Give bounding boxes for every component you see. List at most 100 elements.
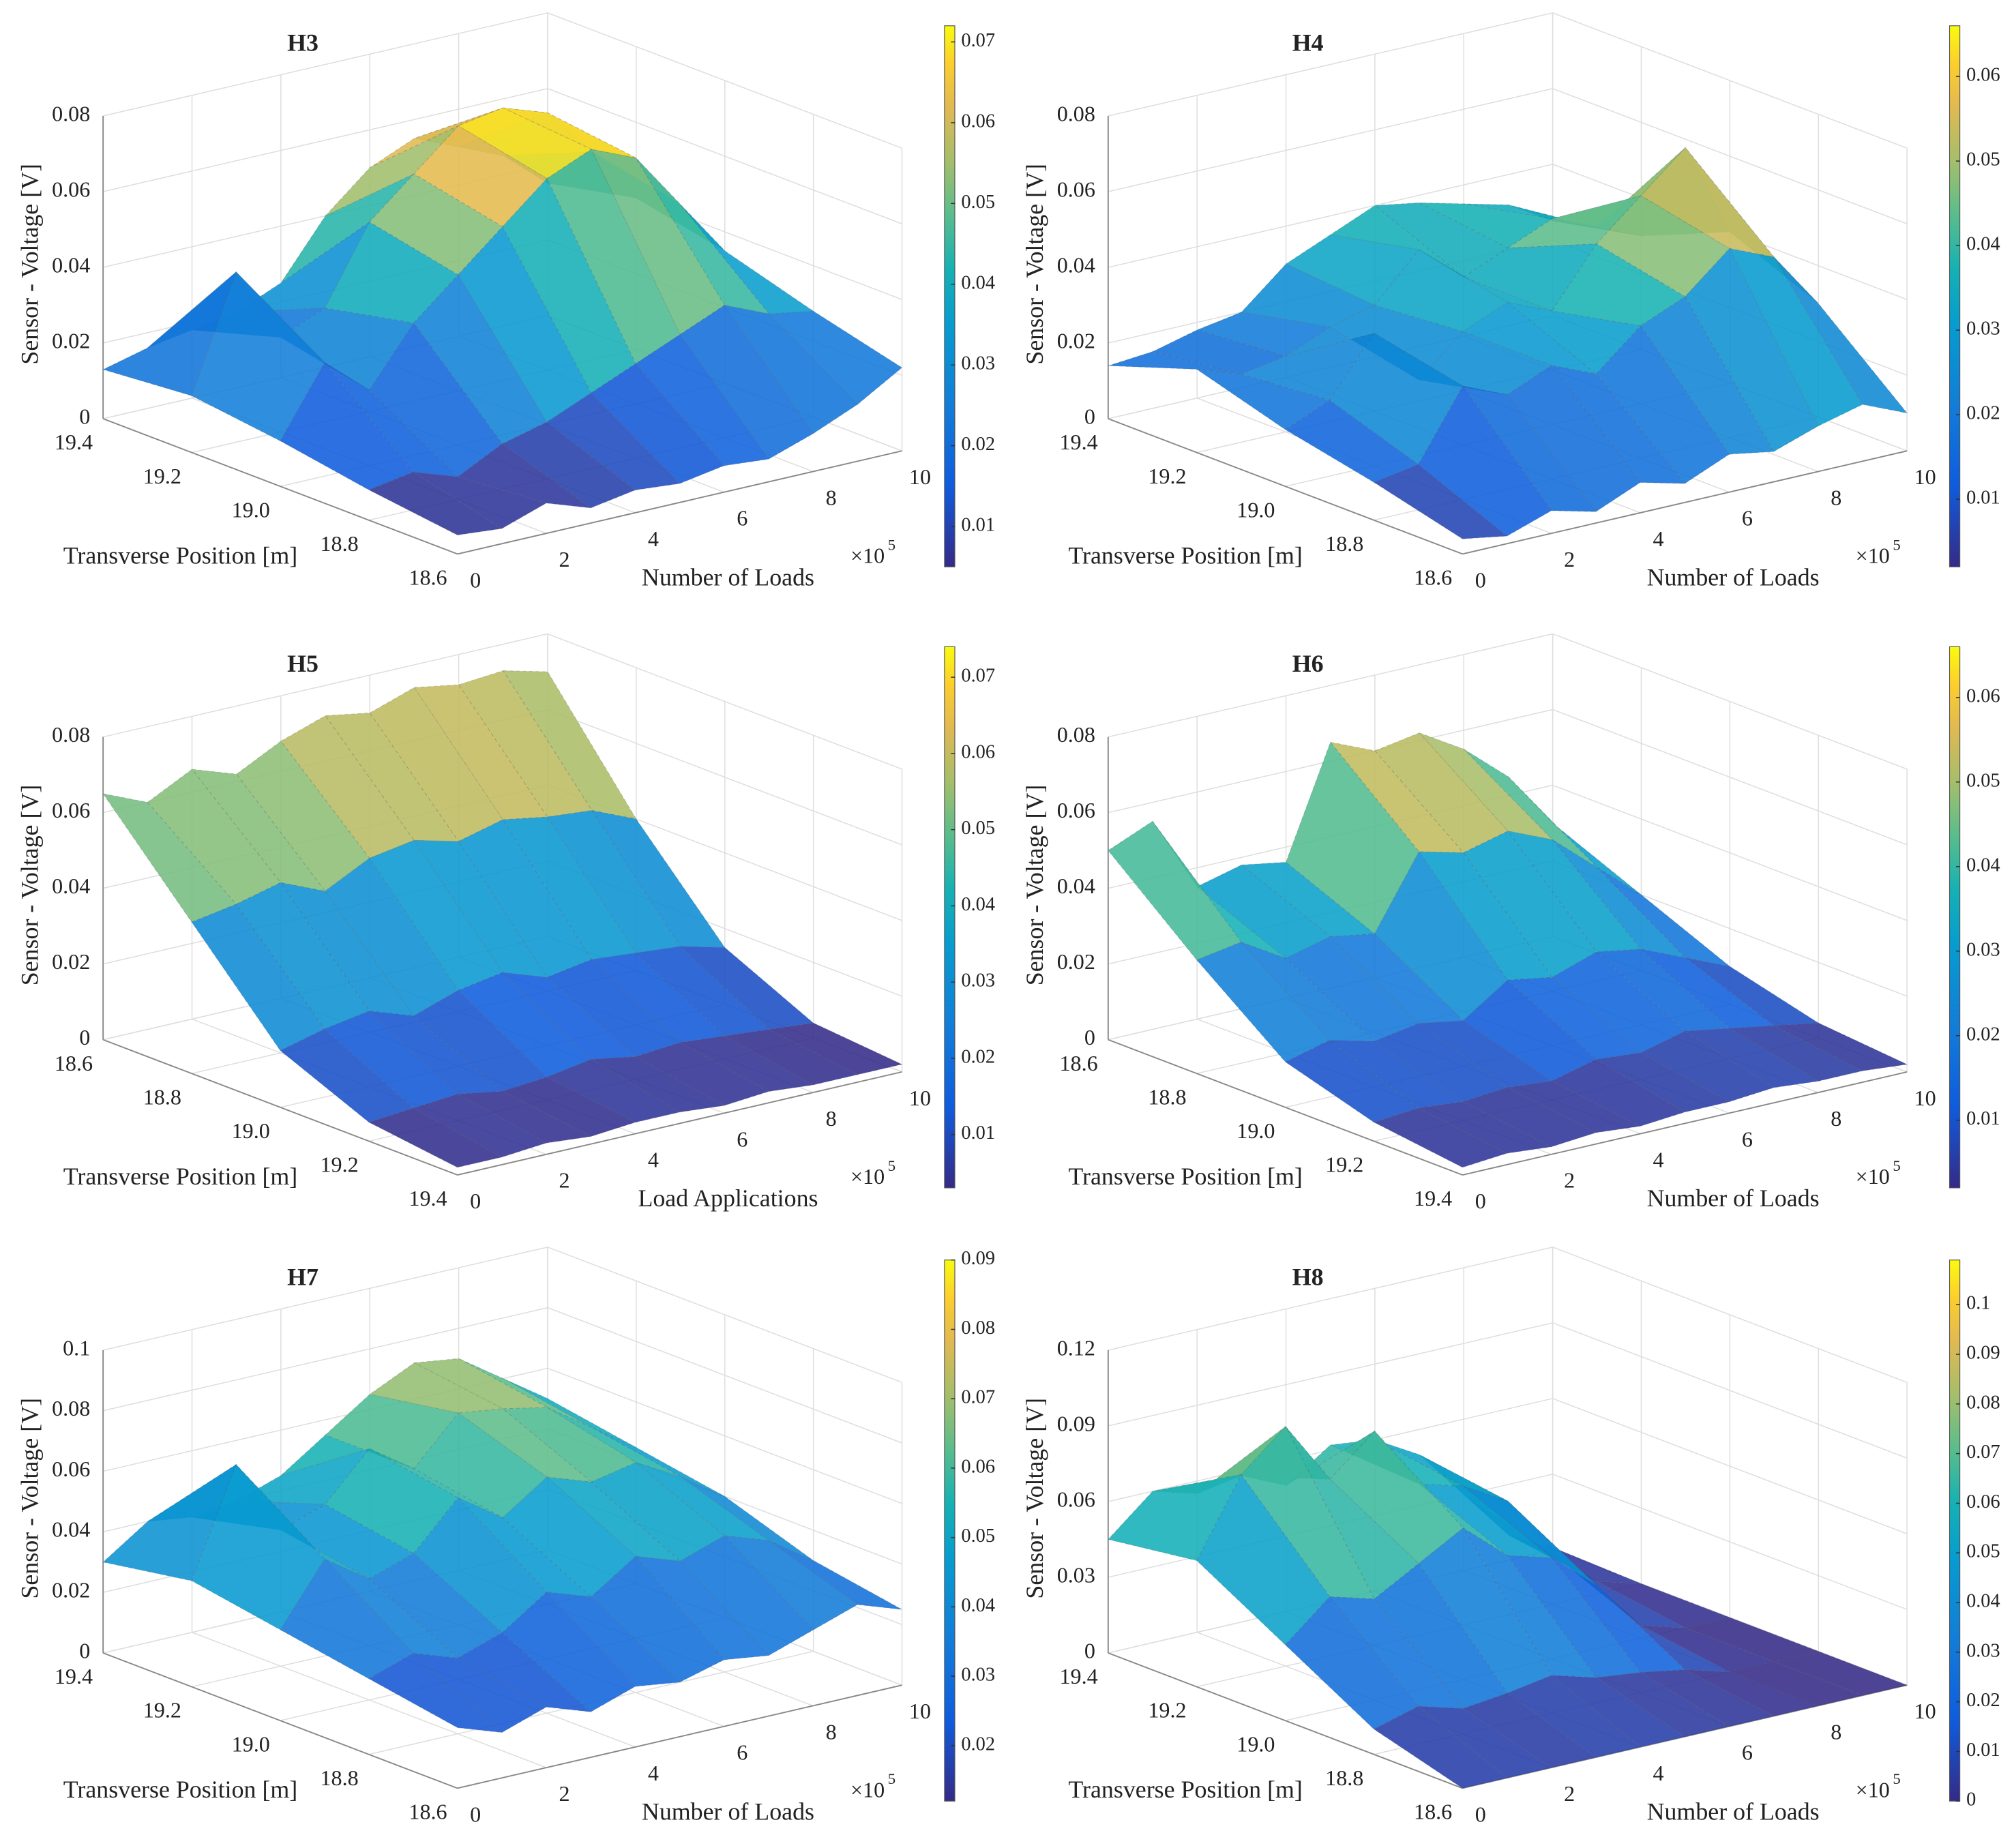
surface-patch [501,1077,636,1137]
surface-patch [636,1462,771,1541]
surface-patch [1507,301,1642,375]
colorbar-tick-label: 0.03 [1966,1640,2000,1661]
surface-patch [1417,1705,1552,1778]
surface-patch [1508,776,1642,895]
grid-line [102,1247,548,1351]
surface-patch [1464,203,1597,228]
surface-patch [768,310,903,405]
surface-patch [1596,1585,1730,1673]
colorbar-tick-label: 0.08 [1966,1392,2000,1413]
colorbar-tick-label: 0.07 [961,1387,995,1408]
colorbar-tick-label: 0.01 [1966,488,2000,509]
grid-line [1552,1474,1908,1610]
surface-patch [1684,1028,1820,1088]
z-axis-label: Sensor - Voltage [V] [16,1398,43,1599]
colorbar-tick-label: 0.04 [1966,854,2000,876]
colorbar-tick-label: 0.06 [961,110,995,132]
surface-patch [590,1056,726,1113]
surface-patch [1552,839,1687,959]
grid-line [1108,1247,1553,1351]
x-tick-label: 19.4 [1059,1664,1097,1688]
surface-patch [724,1535,859,1631]
surface-patch [458,1497,593,1598]
x-tick-label: 18.8 [1148,1084,1186,1109]
z-axis-label: Sensor - Voltage [V] [16,164,43,365]
surface-patch [1728,1025,1864,1082]
surface-patch [547,1407,681,1477]
surface-patch [1728,1661,1864,1706]
surface-patch [1729,248,1863,427]
z-tick-label: 0.04 [52,874,90,898]
x-tick-label: 19.4 [409,1186,447,1210]
surface-patch [1462,1693,1597,1768]
surface-patch [1462,301,1597,374]
grid-line [192,1632,547,1768]
y-tick-label: 6 [737,506,747,531]
z-tick-label: 0.08 [52,1396,90,1420]
z-tick-label: 0.08 [52,101,90,125]
axis-line [1462,450,1908,555]
colorbar-tick-label: 0.02 [961,1733,995,1755]
surface-patch [1462,1087,1597,1148]
surface-patch [1329,1430,1464,1564]
surface-patch [456,1090,592,1144]
surface-patch [1640,1625,1775,1673]
surface-patch [280,173,415,284]
z-tick-label: 0.02 [52,1578,90,1603]
x-tick-label: 19.2 [1148,464,1186,488]
axis-line [1462,1071,1908,1176]
grid-line [1552,784,1908,921]
surface-patch [1374,851,1509,1022]
colorbar [1949,646,1961,1189]
colorbar [1949,1260,1961,1802]
surface-patch [368,1107,503,1168]
grid-line [1108,88,1553,192]
surface-patch [191,1463,325,1630]
colorbar-tick-label: 0.03 [1966,318,2000,340]
surface-patch [1284,1039,1419,1123]
axis-line [457,450,902,555]
surface-patch [1596,867,1730,967]
surface-patch [1507,977,1642,1060]
surface-patch [1373,464,1508,539]
surface-patch [1595,325,1730,484]
colorbar [944,25,956,567]
y-tick-label: 0 [470,567,481,592]
surface-patch [1463,831,1597,978]
surface-patch [1373,1107,1508,1168]
colorbar-tick-label: 0.04 [961,1595,995,1616]
y-tick-label: 8 [826,1719,837,1744]
surface-patch [235,1448,371,1505]
y-multiplier-exponent: 5 [1893,536,1900,553]
x-tick-label: 19.0 [232,497,270,522]
x-tick-label: 18.6 [1414,1799,1452,1823]
colorbar-tick-label: 0.07 [961,666,995,687]
z-tick-label: 0.03 [1057,1562,1095,1587]
surface-patch [1240,332,1376,401]
surface-patch [1595,1671,1730,1738]
surface-patch [1418,851,1553,981]
y-multiplier: ×10 [1856,1164,1890,1189]
z-tick-label: 0 [1084,1025,1095,1049]
x-axis-label: Transverse Position [m] [1068,1776,1302,1803]
surface-patch [634,1042,770,1106]
y-tick-label: 2 [559,1168,569,1193]
y-tick-label: 6 [737,1127,747,1151]
surface-patch [1640,296,1775,455]
chart-title: H7 [287,1263,319,1290]
y-tick-label: 4 [648,526,659,551]
x-tick-label: 18.6 [55,1051,93,1075]
z-tick-label: 0.1 [63,1335,90,1360]
surface-patch [413,684,548,820]
grid-line [1108,633,1553,738]
x-tick-label: 18.8 [1325,1765,1363,1790]
surface-patch [502,816,637,960]
x-tick-label: 19.0 [1236,497,1275,522]
z-tick-label: 0.06 [1057,177,1095,201]
z-axis-label: Sensor - Voltage [V] [1021,785,1048,986]
y-tick-label: 2 [1564,547,1575,571]
y-multiplier: ×10 [850,1777,885,1802]
z-tick-label: 0.12 [1057,1335,1095,1360]
x-tick-label: 18.8 [1325,531,1363,556]
colorbar-tick-label: 0.02 [1966,1690,2000,1711]
